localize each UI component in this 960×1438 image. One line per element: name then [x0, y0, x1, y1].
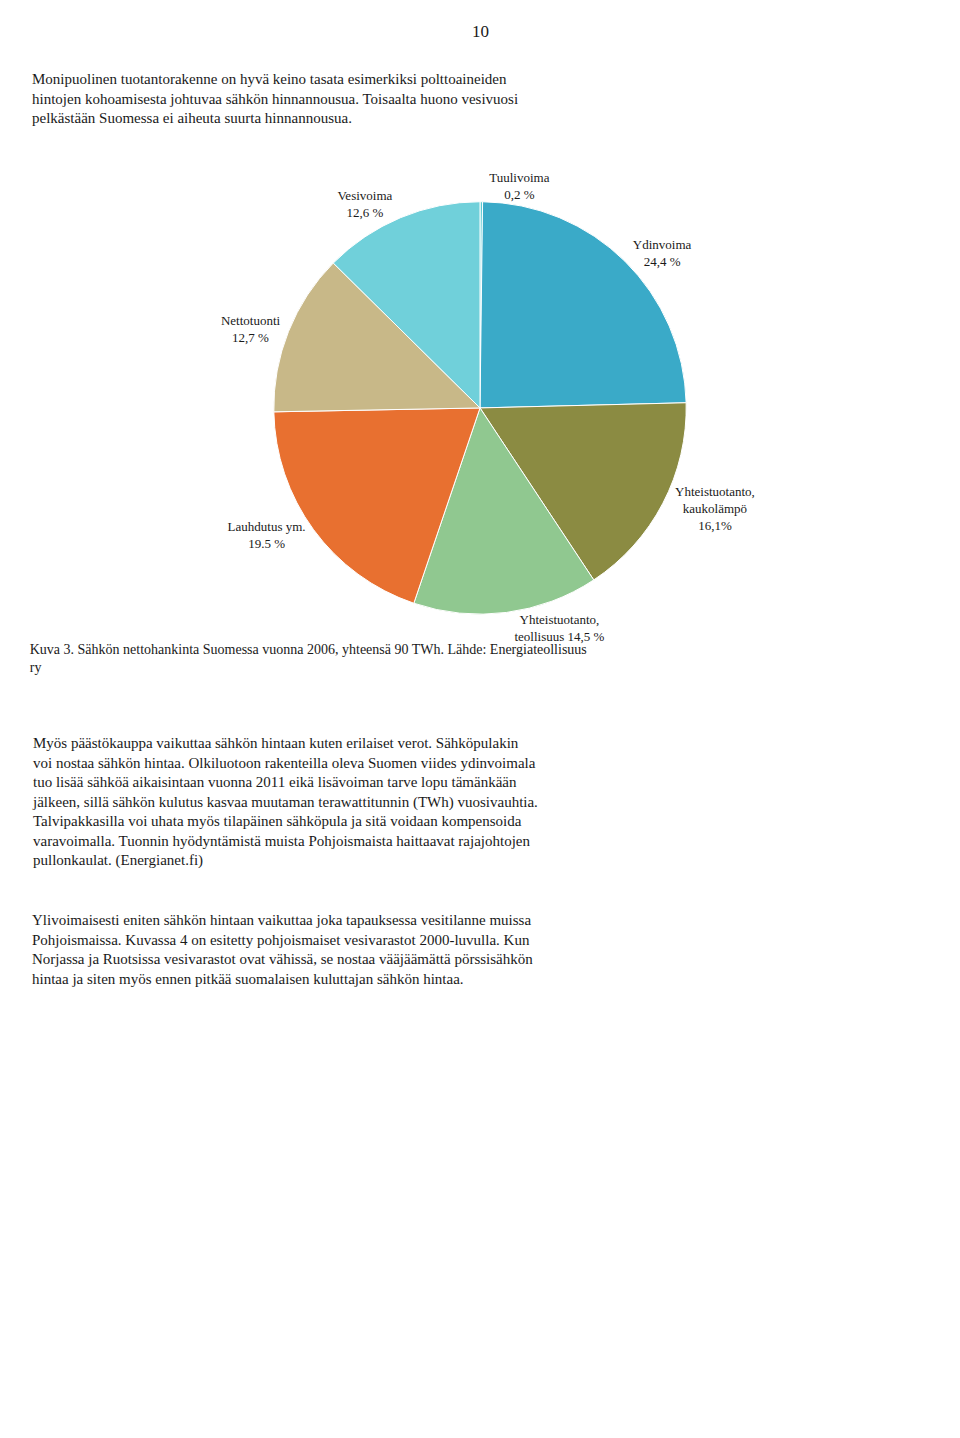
svg-text:Nettotuonti12,7 %: Nettotuonti12,7 %	[221, 313, 281, 345]
svg-text:10: 10	[472, 22, 489, 41]
svg-text:Yhteistuotanto,kaukolämpö16,1%: Yhteistuotanto,kaukolämpö16,1%	[675, 484, 755, 533]
svg-text:Tuulivoima0,2 %: Tuulivoima0,2 %	[489, 170, 549, 202]
svg-text:Vesivoima12,6 %: Vesivoima12,6 %	[337, 188, 392, 220]
svg-text:Monipuolinen tuotantorakenne o: Monipuolinen tuotantorakenne on hyvä kei…	[32, 71, 518, 126]
svg-text:Lauhdutus ym.19.5 %: Lauhdutus ym.19.5 %	[228, 519, 306, 551]
svg-text:Myös päästökauppa vaikuttaa sä: Myös päästökauppa vaikuttaa sähkön hinta…	[32, 735, 538, 869]
svg-text:Ydinvoima24,4 %: Ydinvoima24,4 %	[633, 237, 692, 269]
svg-text:Yhteistuotanto,teollisuus 14,5: Yhteistuotanto,teollisuus 14,5 %	[514, 612, 604, 644]
svg-text:Ylivoimaisesti eniten sähkön h: Ylivoimaisesti eniten sähkön hintaan vai…	[32, 912, 533, 987]
svg-text:Kuva 3. Sähkön nettohankinta S: Kuva 3. Sähkön nettohankinta Suomessa vu…	[30, 642, 587, 675]
